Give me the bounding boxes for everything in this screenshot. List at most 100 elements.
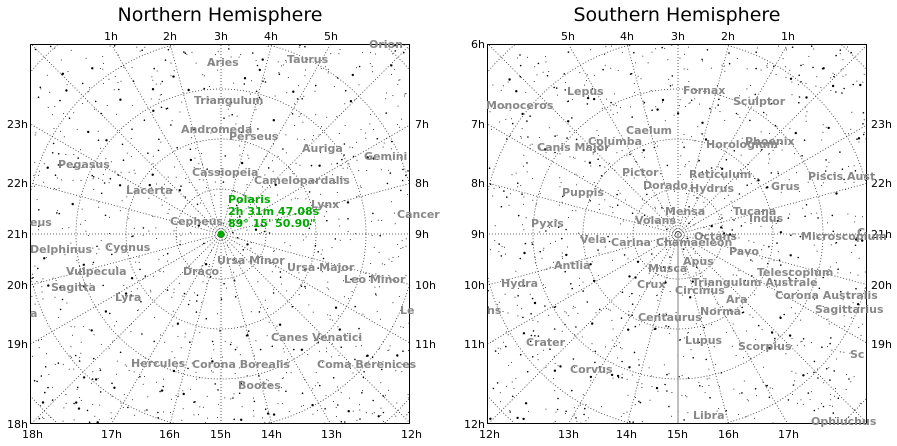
star — [388, 276, 390, 278]
star — [258, 68, 261, 72]
star — [300, 284, 302, 286]
star — [199, 331, 201, 333]
star — [228, 45, 230, 46]
star — [833, 75, 835, 78]
star — [315, 372, 317, 374]
south-bottom-tick: 16h — [718, 428, 739, 441]
star — [89, 87, 91, 89]
star — [241, 380, 243, 382]
star — [93, 334, 95, 336]
star — [180, 185, 182, 187]
star — [379, 234, 382, 237]
north-bottom-tick: 14h — [261, 428, 282, 441]
star — [174, 357, 176, 359]
star — [494, 350, 497, 352]
star — [44, 391, 46, 394]
star — [569, 156, 571, 158]
constellation-label: Hercules — [131, 357, 186, 370]
star — [694, 414, 696, 416]
star — [247, 154, 249, 156]
star — [509, 135, 511, 137]
star — [534, 335, 536, 337]
star — [347, 298, 349, 300]
star — [332, 151, 334, 154]
star — [787, 399, 790, 401]
star — [620, 415, 622, 417]
star — [104, 310, 108, 313]
star — [103, 62, 104, 64]
star — [566, 137, 568, 139]
star — [189, 299, 191, 301]
star — [255, 60, 257, 62]
star — [561, 256, 563, 258]
star — [121, 200, 123, 202]
constellation-label: Orion — [369, 38, 403, 51]
star — [138, 309, 140, 311]
star — [728, 62, 731, 65]
star — [651, 109, 653, 111]
star — [548, 314, 550, 316]
star — [59, 286, 62, 289]
star — [844, 325, 846, 327]
star — [210, 132, 212, 134]
star — [564, 89, 566, 91]
star — [795, 277, 797, 280]
star — [70, 346, 72, 348]
star — [685, 164, 686, 166]
star — [835, 417, 837, 419]
star — [232, 397, 234, 399]
star — [736, 274, 738, 276]
star — [585, 404, 587, 405]
star — [151, 88, 155, 91]
star — [398, 126, 400, 128]
star — [380, 414, 382, 416]
star — [858, 257, 860, 259]
star — [317, 382, 319, 384]
star — [505, 345, 507, 348]
star — [89, 283, 91, 285]
star — [90, 382, 92, 384]
star — [813, 371, 815, 374]
star — [217, 389, 219, 391]
star — [292, 173, 294, 175]
star — [209, 85, 210, 87]
star — [34, 134, 36, 136]
star — [852, 83, 854, 86]
star — [772, 422, 774, 423]
star — [639, 401, 642, 404]
star — [47, 386, 49, 389]
star — [705, 358, 707, 361]
star — [543, 349, 544, 351]
star — [327, 281, 329, 283]
star — [247, 330, 250, 332]
star — [153, 67, 155, 70]
star — [326, 287, 328, 289]
star — [690, 99, 693, 102]
star — [755, 67, 757, 70]
star — [371, 220, 373, 222]
star — [489, 417, 492, 420]
star — [821, 139, 823, 141]
star — [338, 53, 340, 55]
constellation-label: Dorado — [643, 179, 688, 192]
star — [303, 139, 305, 141]
star — [344, 421, 346, 423]
star — [676, 112, 680, 115]
star — [840, 290, 842, 293]
star — [550, 146, 552, 148]
star — [522, 417, 525, 421]
star — [259, 348, 262, 351]
star — [113, 386, 116, 389]
star — [211, 360, 214, 363]
star — [187, 303, 190, 306]
south-left-tick: 12h — [464, 418, 485, 431]
star — [255, 90, 258, 93]
south-bottom-tick: 17h — [778, 428, 799, 441]
star — [69, 355, 71, 357]
star — [164, 365, 165, 367]
star — [155, 183, 157, 185]
star — [715, 107, 717, 109]
star — [796, 402, 798, 404]
star — [117, 82, 119, 84]
star — [539, 193, 541, 194]
